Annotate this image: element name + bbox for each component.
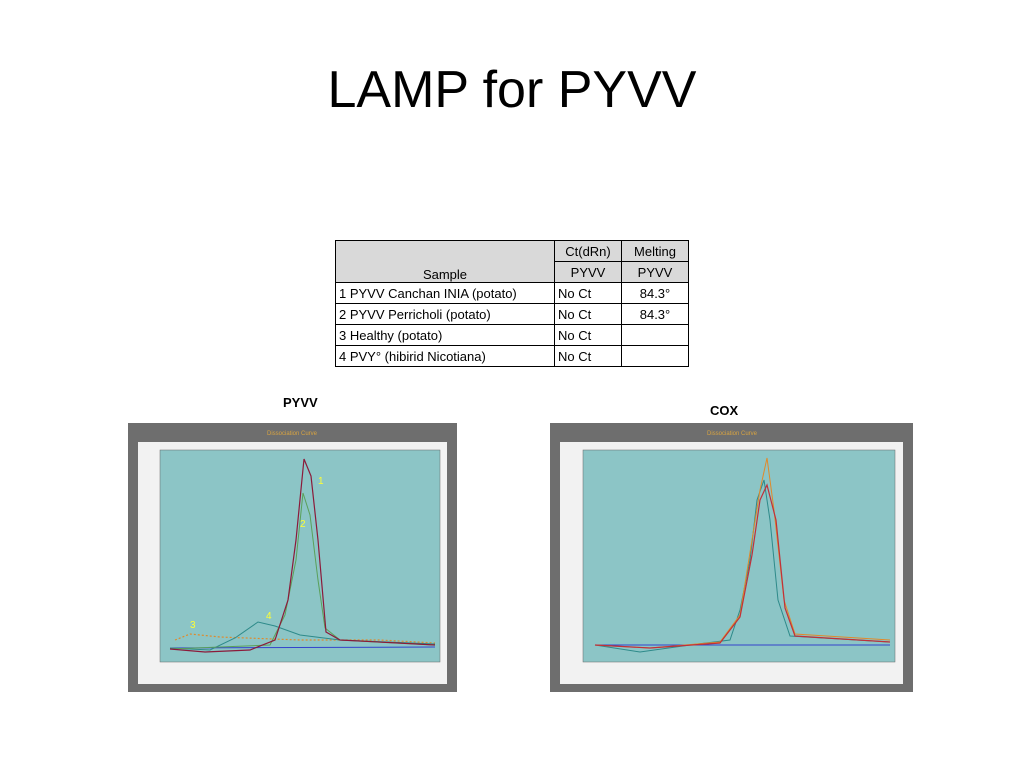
results-table: Sample Ct(dRn) Melting PYVV PYVV 1 PYVV … (335, 240, 689, 367)
figure-caption: PYVV (283, 395, 318, 410)
curve-label: 3 (190, 620, 196, 631)
cell: No Ct (554, 324, 622, 346)
cell: 84.3° (621, 303, 689, 325)
curve (594, 483, 891, 649)
curve (169, 458, 436, 653)
cell: No Ct (554, 303, 622, 325)
chart-title: Dissociation Curve (707, 431, 758, 437)
cell: No Ct (554, 282, 622, 304)
curve-label: 2 (300, 519, 306, 530)
header-cell: Ct(dRn) (554, 240, 622, 262)
header-cell: Melting (621, 240, 689, 262)
header-cell: PYVV (554, 261, 622, 283)
plot-area (582, 449, 896, 663)
plot-area (159, 449, 441, 663)
cell (621, 345, 689, 367)
cell: No Ct (554, 345, 622, 367)
figure-caption: COX (710, 403, 739, 418)
chart-title: Dissociation Curve (267, 431, 318, 437)
right-chart: Dissociation Curve (550, 423, 913, 692)
curve (174, 633, 436, 644)
slide-title: LAMP for PYVV (327, 61, 697, 119)
curve (169, 492, 436, 650)
left-chart: Dissociation Curve 1 2 3 4 (128, 423, 457, 692)
cell: 4 PVY° (hibirid Nicotiana) (335, 345, 555, 367)
curve-label: 4 (266, 611, 272, 622)
curve (169, 621, 436, 651)
header-cell: Sample (335, 240, 555, 283)
curve-label: 1 (318, 476, 324, 487)
curve (594, 457, 891, 649)
